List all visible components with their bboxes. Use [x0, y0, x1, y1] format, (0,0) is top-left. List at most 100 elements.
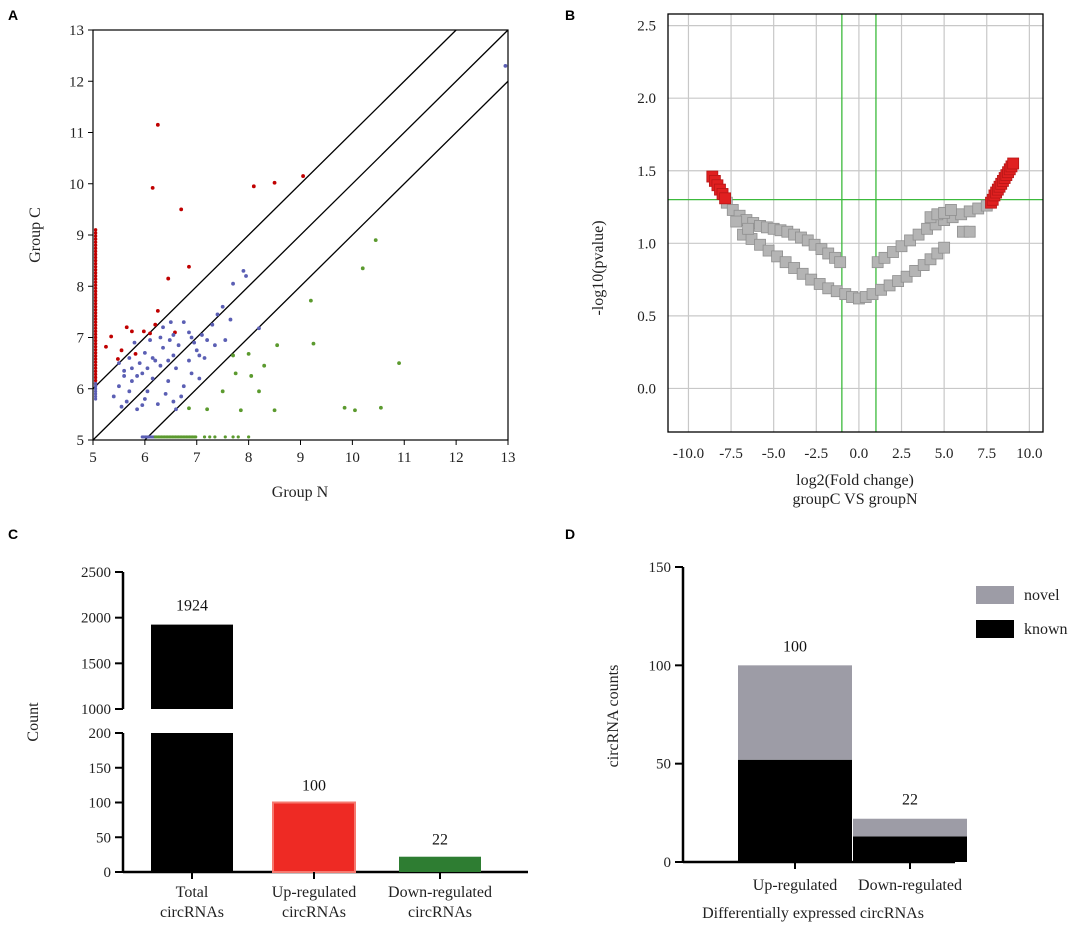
point-not-significant — [200, 333, 204, 337]
legend-swatch-novel — [976, 586, 1014, 604]
y-tick-label: 2.0 — [637, 91, 656, 107]
category-label: Total — [176, 884, 209, 901]
point-not-significant — [503, 63, 508, 68]
point-not-significant — [205, 338, 210, 342]
baseline-point — [202, 435, 207, 439]
point-not-significant — [122, 374, 127, 378]
point-not-significant — [945, 204, 957, 216]
y-tick-label: 200 — [89, 726, 112, 742]
left-strip-point — [93, 277, 98, 281]
point-not-significant — [137, 361, 142, 366]
point-up — [124, 325, 129, 330]
left-strip-point — [93, 378, 98, 383]
left-strip-point — [93, 280, 98, 284]
category-label: Down-regulated — [388, 884, 492, 901]
left-strip-point — [93, 329, 98, 334]
point-not-significant — [938, 241, 951, 254]
legend-swatch-known — [976, 620, 1014, 638]
x-tick-label: 5.0 — [935, 446, 954, 462]
x-tick-label: 10 — [345, 450, 360, 466]
left-strip-point — [93, 234, 98, 238]
volcano-plot-b: -10.0 -7.5 -5.0 -2.5 0.0 2.5 5.0 7.5 10.0 0.0 0.5… — [590, 13, 1044, 508]
left-strip-point — [93, 308, 98, 312]
legend-label: known — [1024, 621, 1068, 638]
left-strip-point — [93, 301, 98, 306]
point-not-significant — [228, 317, 233, 322]
point-not-significant — [181, 320, 186, 325]
left-strip-point — [93, 384, 98, 388]
y-tick-label: 11 — [70, 126, 84, 142]
point-not-significant — [171, 399, 176, 404]
left-strip-point — [93, 366, 98, 370]
point-down — [275, 343, 280, 348]
baseline-point — [194, 435, 198, 439]
y-tick-label: 7 — [77, 331, 85, 347]
point-up — [104, 344, 108, 349]
point-not-significant — [189, 371, 194, 376]
point-up — [119, 348, 124, 353]
point-not-significant — [135, 374, 139, 378]
category-label: circRNAs — [408, 904, 472, 921]
reference-line-upper — [92, 29, 457, 390]
point-up — [153, 322, 158, 327]
plot-a-x-label: Group N — [272, 484, 329, 501]
point-not-significant — [119, 404, 124, 409]
point-down — [308, 298, 313, 303]
panel-label-a: A — [8, 7, 18, 23]
left-strip-point — [93, 369, 98, 374]
point-not-significant — [145, 389, 150, 394]
left-strip-point — [93, 397, 98, 401]
left-strip-point — [93, 394, 98, 399]
y-tick-label: 150 — [649, 560, 672, 576]
left-strip-point — [93, 326, 98, 330]
x-tick-label: -5.0 — [762, 446, 786, 462]
y-tick-label: 2.5 — [637, 19, 656, 35]
plot-a-y-label: Group C — [27, 207, 44, 263]
y-tick-label: 100 — [89, 796, 112, 812]
point-not-significant — [167, 338, 172, 342]
point-up — [179, 207, 184, 212]
bar-known — [853, 836, 967, 862]
point-not-significant — [127, 389, 132, 394]
plot-b-x-sublabel: groupC VS groupN — [792, 491, 917, 508]
point-up — [150, 185, 155, 190]
x-tick-label: 7.5 — [977, 446, 996, 462]
left-strip-point — [93, 252, 98, 257]
x-tick-label: 10.0 — [1016, 446, 1042, 462]
y-tick-label: 0 — [664, 855, 672, 871]
point-down — [220, 389, 225, 394]
plot-b-x-label: log2(Fold change) — [796, 472, 914, 489]
y-tick-label: 1.0 — [637, 236, 656, 252]
point-not-significant — [150, 356, 155, 360]
x-tick-label: 9 — [297, 450, 305, 466]
y-tick-label: 2500 — [81, 565, 111, 581]
left-strip-point — [93, 268, 98, 272]
legend-label: novel — [1024, 587, 1060, 604]
point-not-significant — [187, 330, 191, 335]
point-down — [257, 389, 261, 394]
category-label: Down-regulated — [858, 877, 962, 894]
point-up — [155, 122, 160, 127]
left-strip-point — [93, 375, 98, 380]
x-tick-label: 6 — [141, 450, 149, 466]
left-strip-point — [93, 265, 98, 269]
left-strip-point — [93, 255, 98, 260]
left-strip-point — [93, 387, 98, 391]
plot-c-y-label: Count — [25, 702, 42, 742]
point-not-significant — [145, 366, 150, 371]
point-not-significant — [158, 363, 163, 368]
point-not-significant — [241, 268, 246, 273]
reference-line-identity — [92, 29, 509, 441]
bar-novel — [738, 665, 852, 760]
left-strip-point — [93, 341, 98, 346]
point-not-significant — [130, 379, 134, 383]
left-strip-point — [93, 240, 98, 244]
y-tick-label: 5 — [77, 433, 85, 449]
y-tick-label: 1500 — [81, 656, 111, 672]
x-tick-label: -2.5 — [804, 446, 828, 462]
point-significant — [1007, 157, 1020, 170]
bar-known — [738, 759, 852, 862]
point-significant — [719, 192, 732, 205]
baseline-point — [231, 435, 235, 439]
